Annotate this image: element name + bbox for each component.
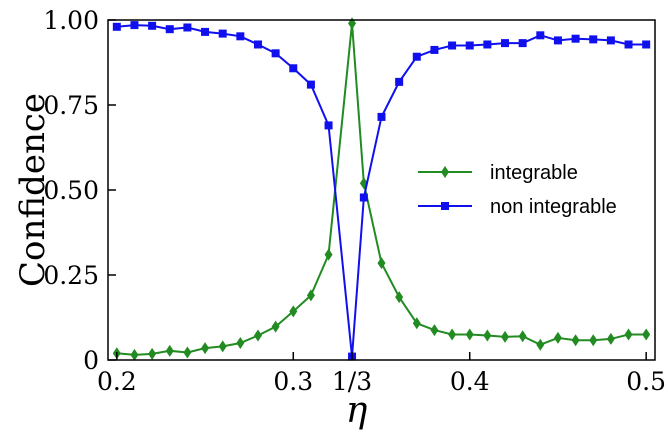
data-point [642, 40, 651, 49]
data-point [589, 334, 598, 347]
data-point [606, 36, 615, 45]
data-point [518, 330, 527, 343]
data-point [553, 36, 562, 45]
data-point [395, 77, 404, 86]
data-point [501, 39, 510, 48]
data-point [348, 17, 357, 30]
x-tick-label: 1/3 [332, 367, 372, 396]
data-point [536, 338, 545, 351]
y-tick-label: 0.25 [43, 261, 99, 290]
data-point [589, 35, 598, 44]
data-point [324, 248, 333, 261]
data-point [236, 337, 245, 349]
legend-label: non integrable [490, 196, 617, 218]
data-point [271, 320, 280, 333]
data-point [218, 340, 227, 353]
data-point [183, 346, 192, 359]
data-point [553, 331, 562, 344]
data-point [571, 334, 580, 347]
data-point [289, 64, 298, 73]
data-point [130, 21, 139, 30]
data-point [377, 112, 386, 121]
y-tick-label: 0.50 [43, 176, 99, 205]
data-point [412, 52, 421, 61]
data-point [518, 39, 527, 48]
x-tick-label: 0.5 [626, 367, 666, 396]
data-point [536, 31, 545, 40]
x-tick-label: 0.2 [97, 367, 137, 396]
x-tick-label: 0.4 [450, 367, 490, 396]
data-point [624, 328, 633, 341]
data-point [624, 40, 633, 49]
data-point [483, 40, 492, 49]
data-point [448, 41, 457, 50]
data-point [448, 328, 457, 341]
legend-marker [441, 202, 449, 210]
data-point [571, 34, 580, 43]
legend: integrable non integrable [418, 162, 617, 218]
data-point [201, 27, 210, 36]
data-point [165, 25, 174, 34]
data-point [201, 342, 210, 355]
y-tick-label: 0 [83, 346, 99, 375]
data-point [465, 41, 474, 50]
data-point [148, 347, 157, 360]
y-tick-label: 1.00 [43, 6, 99, 35]
series-0 [112, 17, 651, 361]
x-tick-label: 0.3 [273, 367, 313, 396]
data-point [253, 40, 262, 49]
data-point [165, 344, 174, 357]
y-axis-label: Confidence [13, 93, 53, 287]
data-point [112, 22, 121, 31]
series-line [116, 24, 647, 357]
data-point [359, 193, 368, 202]
data-point [183, 23, 192, 32]
legend-marker [441, 166, 449, 178]
data-point [253, 329, 262, 342]
series-line [116, 23, 647, 356]
data-point [148, 21, 157, 30]
data-point [130, 348, 139, 361]
data-point [430, 45, 439, 54]
legend-label: integrable [490, 162, 578, 184]
data-point [642, 328, 651, 341]
data-point [236, 32, 245, 41]
x-axis-label: η [346, 390, 368, 431]
data-point [395, 291, 404, 304]
data-point [324, 121, 333, 130]
plot-frame [107, 19, 656, 361]
data-point [271, 49, 280, 58]
data-point [306, 80, 315, 89]
data-point [501, 330, 510, 343]
data-point [483, 329, 492, 342]
data-point [377, 257, 386, 270]
data-point [306, 289, 315, 302]
series-1 [112, 21, 651, 361]
data-point [465, 328, 474, 341]
data-point [218, 29, 227, 38]
data-point [412, 317, 421, 330]
data-point [430, 324, 439, 337]
data-point [606, 332, 615, 345]
data-point [289, 305, 298, 318]
y-tick-label: 0.75 [43, 91, 99, 120]
